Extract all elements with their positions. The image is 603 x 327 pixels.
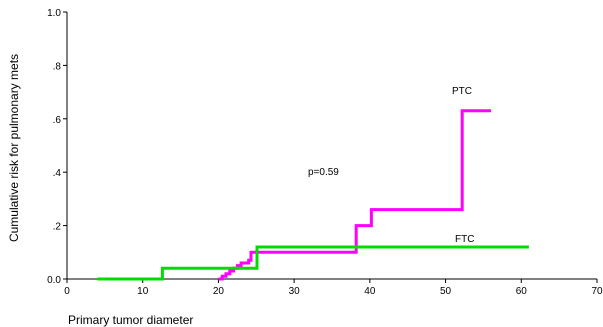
x-tick-label: 70 <box>591 286 603 297</box>
series-line-ftc <box>97 245 529 281</box>
y-tick-label: .8 <box>53 61 62 72</box>
series-layer <box>97 109 529 281</box>
y-tick-label: .4 <box>53 168 62 179</box>
x-tick-label: 10 <box>137 286 149 297</box>
y-axis-title: Cumulative risk for pulmonary mets <box>7 54 21 242</box>
x-tick-label: 0 <box>64 286 70 297</box>
y-tick-label: 1.0 <box>47 8 61 19</box>
y-tick-label: .2 <box>53 222 62 233</box>
series-label-ftc: FTC <box>455 234 474 245</box>
x-tick-label: 60 <box>516 286 528 297</box>
p-value-annotation: p=0.59 <box>308 167 339 178</box>
x-tick-label: 20 <box>213 286 225 297</box>
x-tick-label: 50 <box>440 286 452 297</box>
x-axis-title: Primary tumor diameter <box>68 313 193 327</box>
series-line-ptc <box>218 109 491 281</box>
series-label-ptc: PTC <box>452 86 472 97</box>
x-tick-label: 30 <box>289 286 301 297</box>
y-tick-label: 0.0 <box>47 275 61 286</box>
x-tick-label: 40 <box>364 286 376 297</box>
y-tick-label: .6 <box>53 115 62 126</box>
